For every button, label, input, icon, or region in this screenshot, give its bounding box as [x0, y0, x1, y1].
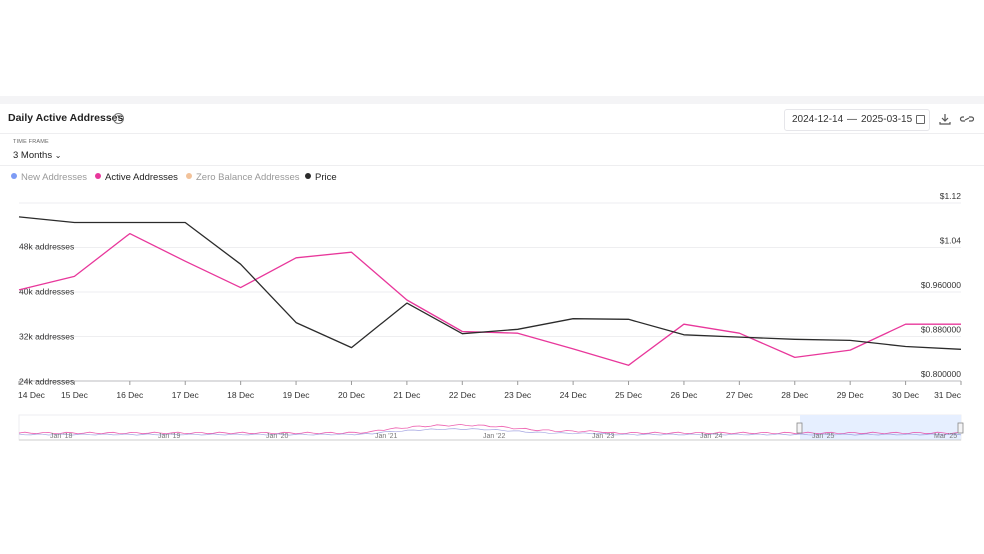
calendar-icon[interactable] [916, 115, 925, 124]
toolbar-divider [0, 165, 984, 166]
legend-item-price[interactable]: Price [305, 172, 337, 183]
legend-dot [11, 173, 17, 179]
timeframe-select[interactable]: 3 Months ⌄ [13, 150, 61, 161]
chevron-down-icon: ⌄ [54, 151, 62, 160]
legend-label: Zero Balance Addresses [196, 172, 300, 183]
header-divider [0, 133, 984, 134]
legend-item-active-addresses[interactable]: Active Addresses [95, 172, 178, 183]
page-title: Daily Active Addresses [8, 112, 124, 124]
legend-dot [95, 173, 101, 179]
date-range-picker[interactable]: 2024-12-14 — 2025-03-15 [784, 109, 930, 131]
legend-label: Active Addresses [105, 172, 178, 183]
legend-item-zero-balance-addresses[interactable]: Zero Balance Addresses [186, 172, 300, 183]
timeframe-label: TIME FRAME [13, 139, 49, 145]
link-icon[interactable] [959, 111, 975, 127]
top-band [0, 96, 984, 104]
legend-label: New Addresses [21, 172, 88, 183]
chart-panel [0, 104, 984, 444]
date-from[interactable]: 2024-12-14 [792, 114, 844, 125]
legend-label: Price [315, 172, 337, 183]
date-separator: — [847, 114, 857, 125]
help-icon[interactable]: ? [113, 113, 124, 124]
legend-dot [186, 173, 192, 179]
timeframe-value: 3 Months [13, 150, 53, 161]
date-to[interactable]: 2025-03-15 [861, 114, 913, 125]
legend-item-new-addresses[interactable]: New Addresses [11, 172, 87, 183]
legend-dot [305, 173, 311, 179]
download-icon[interactable] [937, 111, 953, 127]
